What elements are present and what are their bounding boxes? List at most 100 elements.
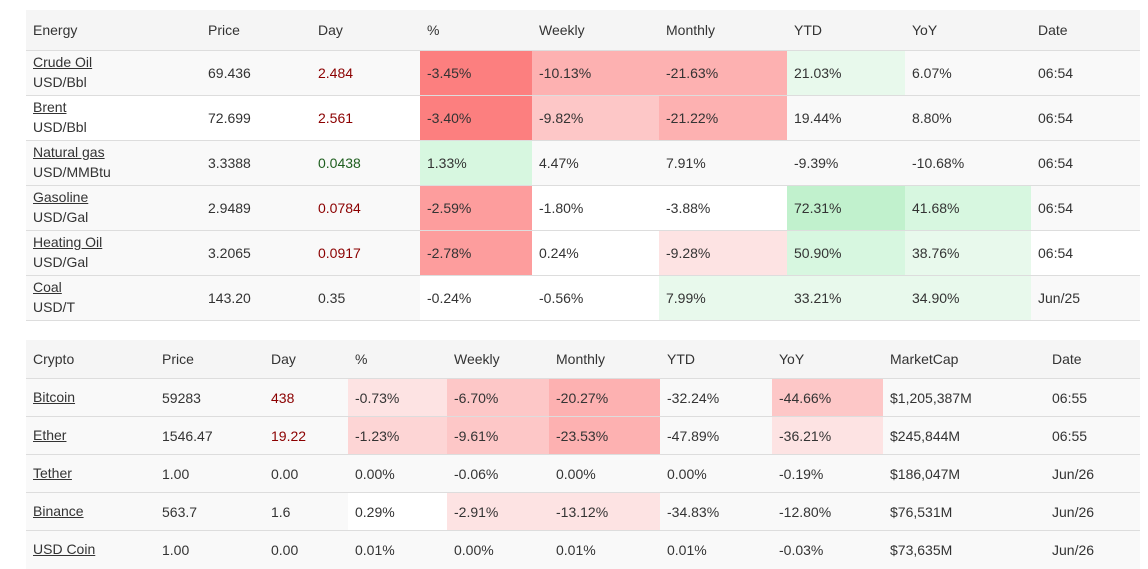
commodity-cell: Natural gas USD/MMBtu bbox=[26, 140, 201, 186]
crypto-name-cell: Binance bbox=[26, 492, 155, 531]
col-header-date: Date bbox=[1031, 10, 1140, 51]
table-row: Gasoline USD/Gal 2.9489 0.0784 -2.59% -1.… bbox=[26, 185, 1140, 231]
unit-label: USD/T bbox=[33, 299, 75, 315]
day-change-cell: 2.561 bbox=[318, 110, 354, 126]
col-header-yoy: YoY bbox=[905, 10, 1031, 51]
col-header-price: Price bbox=[201, 10, 311, 51]
marketcap-cell: $73,635M bbox=[883, 530, 1045, 569]
commodity-link[interactable]: Brent bbox=[33, 99, 67, 115]
crypto-link[interactable]: USD Coin bbox=[33, 541, 96, 558]
monthly-cell: -13.12% bbox=[549, 492, 660, 531]
weekly-cell: -0.06% bbox=[447, 454, 549, 493]
price-cell: 2.9489 bbox=[201, 185, 311, 231]
weekly-cell: -0.56% bbox=[532, 275, 659, 321]
ytd-cell: -34.83% bbox=[660, 492, 772, 531]
table-row: Heating Oil USD/Gal 3.2065 0.0917 -2.78% … bbox=[26, 230, 1140, 276]
monthly-cell: 7.99% bbox=[659, 275, 787, 321]
price-cell: 1.00 bbox=[155, 530, 264, 569]
date-cell: Jun/26 bbox=[1045, 492, 1140, 531]
day-change-cell: 0.0784 bbox=[311, 185, 420, 231]
date-cell: 06:55 bbox=[1045, 416, 1140, 455]
monthly-cell: -20.27% bbox=[549, 378, 660, 417]
table-row: Natural gas USD/MMBtu 3.3388 0.0438 1.33%… bbox=[26, 140, 1140, 186]
crypto-header-row: Crypto Price Day % Weekly Monthly YTD Yo… bbox=[26, 340, 1140, 379]
crypto-name-cell: Tether bbox=[26, 454, 155, 493]
percent-cell: -2.78% bbox=[420, 230, 532, 276]
col-header-percent: % bbox=[348, 340, 447, 379]
date-cell: Jun/26 bbox=[1045, 454, 1140, 493]
monthly-cell: 0.00% bbox=[549, 454, 660, 493]
date-cell: Jun/25 bbox=[1031, 275, 1140, 321]
ytd-cell: 50.90% bbox=[787, 230, 905, 276]
table-row: Coal USD/T 143.20 0.35 -0.24% -0.56% 7.99… bbox=[26, 275, 1140, 321]
commodity-cell: Gasoline USD/Gal bbox=[26, 185, 201, 231]
date-cell: 06:54 bbox=[1031, 140, 1140, 186]
yoy-cell: 41.68% bbox=[905, 185, 1031, 231]
ytd-cell: 33.21% bbox=[787, 275, 905, 321]
col-header-ytd: YTD bbox=[787, 10, 905, 51]
crypto-link[interactable]: Bitcoin bbox=[33, 389, 76, 405]
percent-cell: -3.45% bbox=[420, 50, 532, 96]
crypto-name-cell: Bitcoin bbox=[26, 378, 155, 417]
commodity-link[interactable]: Crude Oil bbox=[33, 54, 93, 70]
commodity-link[interactable]: Heating Oil bbox=[33, 234, 103, 250]
ytd-cell: 19.44% bbox=[787, 95, 905, 141]
commodity-link[interactable]: Gasoline bbox=[33, 189, 89, 205]
yoy-cell: 38.76% bbox=[905, 230, 1031, 276]
date-cell: 06:55 bbox=[1045, 378, 1140, 417]
crypto-link[interactable]: Tether bbox=[33, 465, 72, 481]
monthly-cell: 7.91% bbox=[659, 140, 787, 186]
price-cell: 72.699 bbox=[208, 110, 251, 126]
price-cell: 1546.47 bbox=[155, 416, 264, 455]
day-change-cell: 438 bbox=[264, 378, 348, 417]
day-change-cell: 1.6 bbox=[264, 492, 348, 531]
yoy-cell: -36.21% bbox=[772, 416, 883, 455]
monthly-cell: -21.63% bbox=[659, 50, 787, 96]
unit-label: USD/MMBtu bbox=[33, 164, 111, 180]
marketcap-cell: $76,531M bbox=[883, 492, 1045, 531]
day-change-cell: 0.00 bbox=[264, 530, 348, 569]
percent-cell: 0.00% bbox=[348, 454, 447, 493]
col-header-yoy: YoY bbox=[772, 340, 883, 379]
unit-label: USD/Bbl bbox=[33, 119, 87, 135]
commodity-cell: Coal USD/T bbox=[26, 275, 201, 321]
weekly-cell: -1.80% bbox=[539, 200, 584, 216]
monthly-cell: -9.28% bbox=[659, 230, 787, 276]
col-header-monthly: Monthly bbox=[659, 10, 787, 51]
yoy-cell: 6.07% bbox=[905, 50, 1031, 96]
col-header-ytd: YTD bbox=[660, 340, 772, 379]
weekly-cell: -6.70% bbox=[447, 378, 549, 417]
percent-cell: 1.33% bbox=[420, 140, 532, 186]
percent-cell: 0.01% bbox=[348, 530, 447, 569]
unit-label: USD/Bbl bbox=[33, 74, 87, 90]
day-change-cell: 19.22 bbox=[264, 416, 348, 455]
percent-cell: -1.23% bbox=[348, 416, 447, 455]
energy-header-row: Energy Price Day % Weekly Monthly YTD Yo… bbox=[26, 10, 1140, 51]
table-row: Binance 563.7 1.6 0.29% -2.91% -13.12% -… bbox=[26, 492, 1140, 531]
percent-cell: -2.59% bbox=[420, 185, 532, 231]
commodity-link[interactable]: Natural gas bbox=[33, 144, 105, 160]
crypto-link[interactable]: Binance bbox=[33, 503, 84, 519]
monthly-cell: 0.01% bbox=[549, 530, 660, 569]
table-row: Crude Oil USD/Bbl 69.436 2.484 -3.45% -10… bbox=[26, 50, 1140, 96]
marketcap-cell: $245,844M bbox=[883, 416, 1045, 455]
crypto-link[interactable]: Ether bbox=[33, 427, 67, 443]
crypto-name-cell: USD Coin bbox=[26, 530, 155, 569]
day-change-cell: 0.0917 bbox=[311, 230, 420, 276]
commodity-link[interactable]: Coal bbox=[33, 279, 62, 295]
weekly-cell: 0.00% bbox=[447, 530, 549, 569]
day-change-cell: 0.00 bbox=[264, 454, 348, 493]
yoy-cell: -0.19% bbox=[772, 454, 883, 493]
col-header-crypto: Crypto bbox=[26, 340, 155, 379]
ytd-cell: 72.31% bbox=[787, 185, 905, 231]
col-header-day: Day bbox=[311, 10, 420, 51]
table-row: Bitcoin 59283 438 -0.73% -6.70% -20.27% … bbox=[26, 378, 1140, 417]
col-header-weekly: Weekly bbox=[447, 340, 549, 379]
table-row: Ether 1546.47 19.22 -1.23% -9.61% -23.53… bbox=[26, 416, 1140, 455]
date-cell: 06:54 bbox=[1031, 50, 1140, 96]
col-header-monthly: Monthly bbox=[549, 340, 660, 379]
date-cell: Jun/26 bbox=[1045, 530, 1140, 569]
percent-cell: -3.40% bbox=[420, 95, 532, 141]
day-change-cell: 0.0438 bbox=[311, 140, 420, 186]
ytd-cell: -9.39% bbox=[787, 140, 905, 186]
